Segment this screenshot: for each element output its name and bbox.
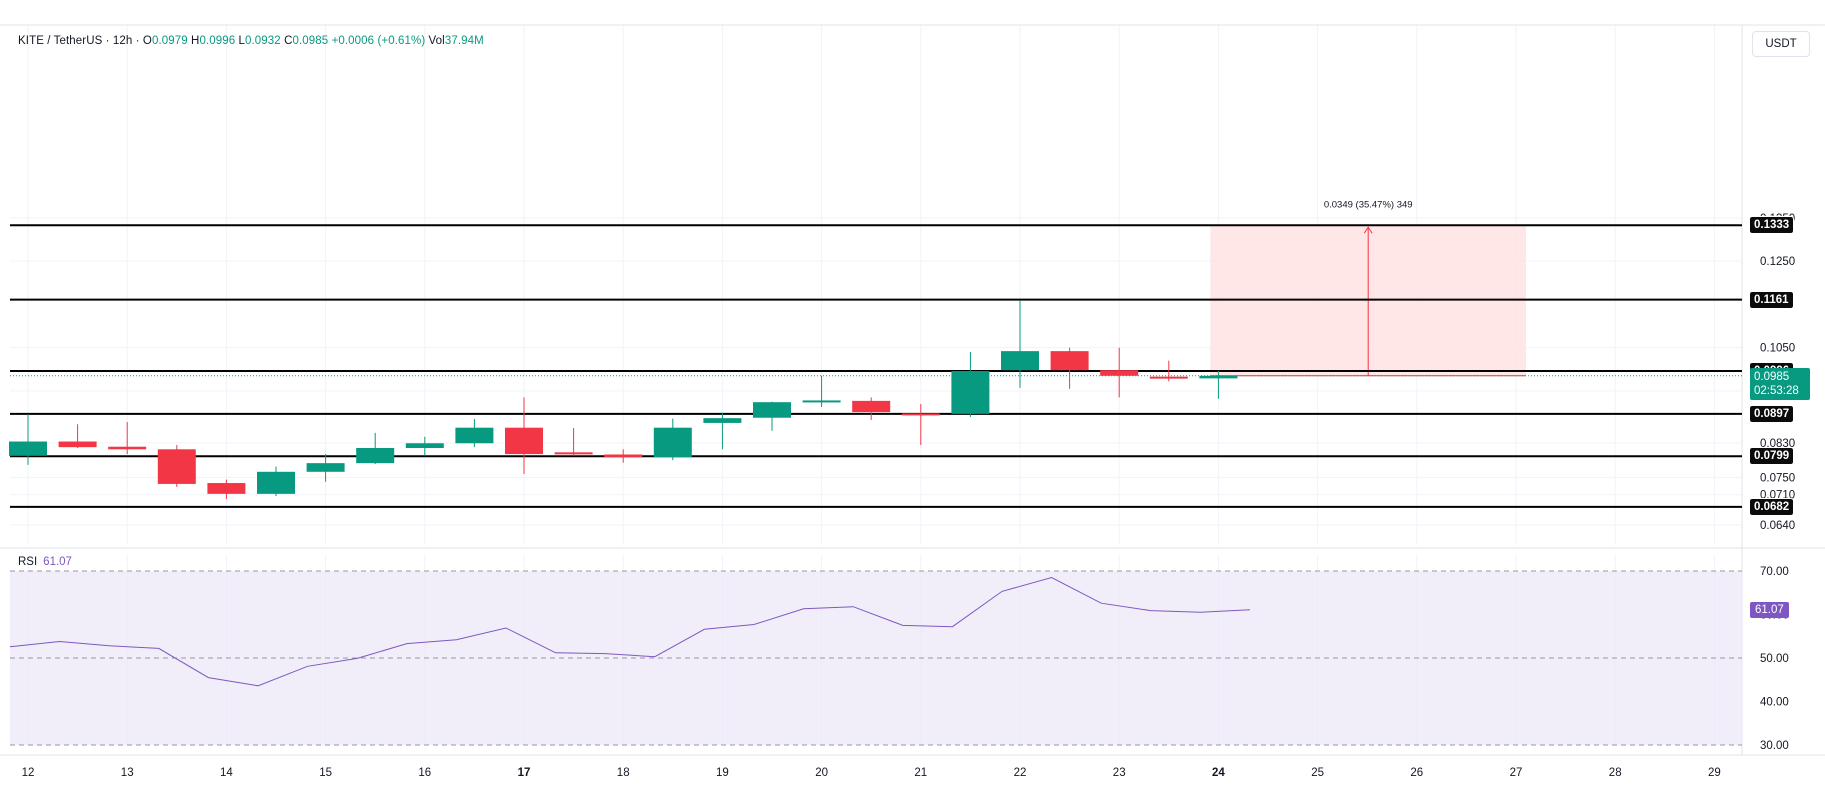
change-value: +0.0006 (+0.61%) bbox=[331, 35, 426, 47]
measure-label: 0.0349 (35.47%) 349 bbox=[1324, 199, 1413, 210]
rsi-tick-label: 70.00 bbox=[1760, 566, 1789, 578]
close-value: 0.0985 bbox=[292, 35, 329, 47]
x-tick-label: 26 bbox=[1410, 767, 1423, 779]
level-price-tag: 0.0799 bbox=[1748, 447, 1795, 466]
x-tick-label: 15 bbox=[319, 767, 332, 779]
candle-body bbox=[1050, 351, 1089, 371]
candle-body bbox=[257, 471, 295, 494]
x-tick-label: 17 bbox=[518, 767, 531, 779]
x-tick-label: 12 bbox=[22, 767, 35, 779]
candle-body bbox=[108, 446, 147, 450]
candle-body bbox=[802, 400, 841, 403]
rsi-value: 61.07 bbox=[43, 556, 72, 568]
bar-countdown: 02:53:28 bbox=[1754, 384, 1799, 397]
x-tick-label: 25 bbox=[1311, 767, 1324, 779]
rsi-legend[interactable]: RSI 61.07 bbox=[18, 556, 72, 568]
candle-body bbox=[753, 402, 791, 418]
y-tick-label: 0.1050 bbox=[1760, 343, 1795, 355]
candle-body bbox=[9, 441, 47, 456]
axes: 0.06400.07100.07500.08300.09500.10500.12… bbox=[22, 213, 1796, 779]
x-tick-label: 16 bbox=[418, 767, 431, 779]
candle-body bbox=[703, 418, 742, 423]
rsi-line bbox=[9, 576, 1251, 687]
candle-body bbox=[653, 427, 692, 458]
horizontal-level-lines[interactable] bbox=[10, 224, 1742, 508]
candle-body bbox=[356, 448, 395, 464]
x-tick-label: 14 bbox=[220, 767, 233, 779]
low-label: L bbox=[238, 35, 246, 47]
x-tick-label: 13 bbox=[121, 767, 134, 779]
candle-body bbox=[505, 427, 543, 455]
candle-body bbox=[306, 463, 345, 472]
x-tick-label: 19 bbox=[716, 767, 729, 779]
y-tick-label: 0.0830 bbox=[1760, 438, 1795, 450]
candlestick-series[interactable] bbox=[9, 300, 1238, 500]
rsi-tick-label: 30.00 bbox=[1760, 740, 1789, 752]
candle-body bbox=[405, 443, 444, 449]
candle-body bbox=[1100, 370, 1139, 376]
current-price-tag: 0.0985 02:53:28 bbox=[1750, 367, 1810, 400]
candle-body bbox=[901, 413, 940, 416]
y-tick-label: 0.1250 bbox=[1760, 256, 1795, 268]
open-value: 0.0979 bbox=[151, 35, 188, 47]
x-tick-label: 24 bbox=[1212, 767, 1225, 779]
candle-body bbox=[1199, 375, 1238, 379]
candle-body bbox=[604, 454, 643, 458]
x-tick-label: 22 bbox=[1014, 767, 1027, 779]
rsi-label: RSI bbox=[18, 556, 38, 568]
current-price-value: 0.0985 bbox=[1754, 370, 1790, 383]
x-tick-label: 21 bbox=[914, 767, 927, 779]
candle-body bbox=[554, 452, 593, 455]
open-label: O bbox=[142, 35, 152, 47]
candle-body bbox=[455, 427, 494, 444]
candle-body bbox=[58, 441, 97, 448]
candle-body bbox=[207, 483, 246, 494]
volume-label: Vol bbox=[428, 35, 445, 47]
candle-body bbox=[1001, 351, 1039, 371]
currency-button[interactable]: USDT bbox=[1752, 31, 1810, 57]
close-label: C bbox=[284, 35, 293, 47]
measure-arrow-head bbox=[1363, 226, 1373, 234]
level-price-tag: 0.1161 bbox=[1749, 290, 1794, 309]
x-tick-label: 28 bbox=[1609, 767, 1622, 779]
rsi-pane[interactable] bbox=[9, 570, 1742, 746]
volume-value: 37.94M bbox=[444, 35, 484, 47]
level-price-tag: 0.0682 bbox=[1748, 497, 1795, 516]
y-tick-label: 0.0710 bbox=[1760, 490, 1795, 502]
low-value: 0.0932 bbox=[245, 35, 281, 47]
x-tick-label: 20 bbox=[815, 767, 828, 779]
high-label: H bbox=[191, 35, 200, 47]
candle-body bbox=[951, 371, 990, 414]
x-tick-label: 23 bbox=[1113, 767, 1126, 779]
high-value: 0.0996 bbox=[199, 35, 236, 47]
y-tick-label: 0.0750 bbox=[1760, 472, 1795, 484]
x-tick-label: 29 bbox=[1708, 767, 1721, 779]
symbol-name[interactable]: KITE / TetherUS · 12h · bbox=[18, 35, 140, 47]
candle-body bbox=[1149, 376, 1188, 379]
level-price-tag: 0.0897 bbox=[1748, 404, 1795, 423]
level-price-tag: 0.1333 bbox=[1748, 216, 1795, 235]
y-tick-label: 0.0640 bbox=[1760, 520, 1795, 532]
rsi-tick-label: 50.00 bbox=[1760, 653, 1789, 665]
rsi-tick-label: 40.00 bbox=[1760, 697, 1789, 709]
candle-body bbox=[157, 449, 196, 484]
x-tick-label: 27 bbox=[1510, 767, 1523, 779]
x-tick-label: 18 bbox=[617, 767, 630, 779]
rsi-value-tag: 61.07 bbox=[1750, 601, 1789, 618]
symbol-header[interactable]: KITE / TetherUS · 12h · O0.0979 H0.0996 … bbox=[18, 35, 484, 47]
candle-body bbox=[852, 400, 891, 413]
